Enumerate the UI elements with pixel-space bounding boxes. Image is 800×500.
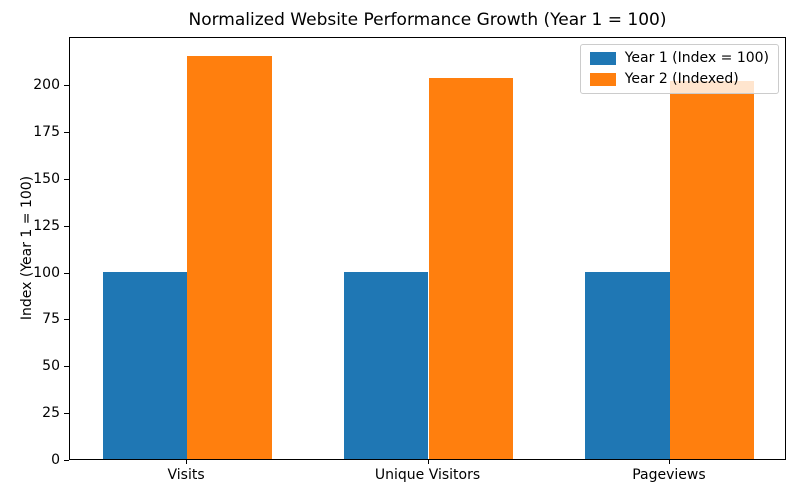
legend-swatch-year1-icon — [589, 52, 616, 65]
legend: Year 1 (Index = 100) Year 2 (Indexed) — [579, 44, 779, 94]
x-tick-label: Unique Visitors — [374, 467, 481, 483]
y-axis-label: Index (Year 1 = 100) — [19, 175, 35, 321]
legend-label-year1: Year 1 (Index = 100) — [624, 50, 769, 66]
x-tick-label: Visits — [167, 467, 205, 483]
y-tick-label: 125 — [33, 217, 60, 234]
bar-unique-visitors-series0 — [344, 271, 429, 459]
y-tick-mark — [64, 131, 69, 133]
legend-label-year2: Year 2 (Indexed) — [624, 71, 739, 87]
chart-title: Normalized Website Performance Growth (Y… — [188, 10, 667, 30]
legend-swatch-year2-icon — [589, 73, 616, 86]
bar-pageviews-series1 — [669, 80, 755, 459]
y-tick-mark — [64, 272, 69, 274]
y-tick-mark — [64, 413, 69, 415]
y-tick-label: 175 — [33, 123, 60, 140]
plot-area: Year 1 (Index = 100) Year 2 (Indexed) — [69, 37, 786, 460]
bar-pageviews-series0 — [585, 271, 670, 459]
y-tick-label: 200 — [33, 77, 60, 93]
y-tick-mark — [64, 366, 69, 368]
bar-visits-series1 — [187, 56, 272, 459]
y-tick-label: 100 — [33, 264, 60, 281]
bar-visits-series0 — [102, 271, 188, 459]
bar-unique-visitors-series1 — [428, 78, 513, 459]
legend-item-year1: Year 1 (Index = 100) — [589, 50, 769, 67]
x-tick-mark — [186, 459, 188, 464]
x-tick-mark — [668, 459, 670, 464]
bars-layer — [70, 38, 785, 459]
y-tick-mark — [64, 460, 69, 461]
y-tick-label: 0 — [51, 452, 60, 468]
x-tick-label: Pageviews — [632, 467, 706, 483]
legend-item-year2: Year 2 (Indexed) — [589, 71, 769, 88]
y-tick-label: 25 — [42, 405, 60, 422]
y-tick-mark — [64, 85, 69, 86]
y-tick-label: 75 — [42, 311, 60, 328]
y-tick-label: 50 — [42, 358, 60, 375]
y-tick-label: 150 — [33, 170, 60, 187]
y-tick-mark — [64, 319, 69, 321]
y-tick-mark — [64, 178, 69, 180]
y-tick-mark — [64, 225, 69, 227]
x-tick-mark — [427, 459, 429, 464]
